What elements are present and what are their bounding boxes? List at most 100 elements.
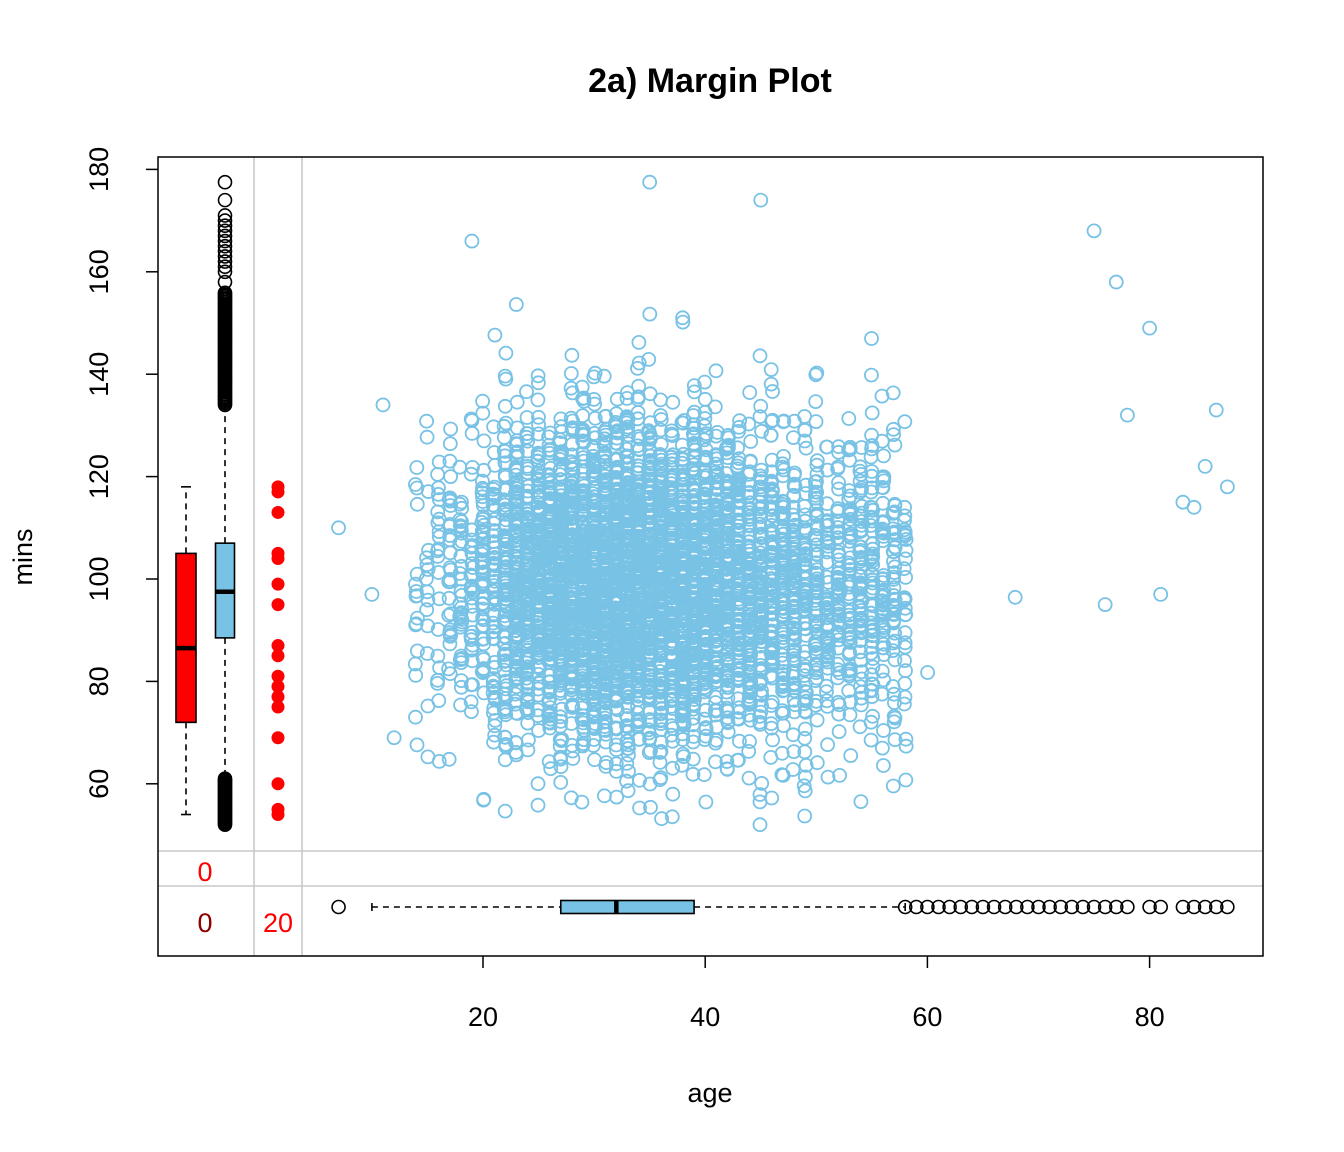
scatter-point: [620, 667, 636, 682]
scatter-point: [752, 597, 768, 613]
scatter-point: [641, 425, 656, 441]
scatter-point: [652, 745, 668, 760]
scatter-point: [519, 384, 534, 400]
scatter-point: [697, 638, 713, 654]
scatter-point: [631, 378, 646, 394]
scatter-point: [531, 417, 546, 433]
scatter-point: [420, 484, 436, 500]
scatter-point: [665, 394, 681, 410]
scatter-point: [463, 704, 479, 719]
scatter-point: [808, 589, 824, 604]
scatter-point: [632, 800, 647, 816]
scatter-point: [730, 471, 746, 487]
scatter-point: [842, 619, 858, 634]
scatter-point: [576, 681, 592, 697]
scatter-point: [587, 396, 602, 412]
scatter-point: [786, 744, 802, 759]
scatter-point: [864, 468, 880, 484]
scatter-point: [587, 707, 602, 722]
scatter-point: [787, 580, 803, 596]
scatter-point: [632, 772, 647, 788]
scatter-point: [553, 445, 569, 461]
scatter-point: [463, 411, 479, 427]
scatter-point: [630, 485, 645, 501]
scatter-point: [720, 438, 736, 454]
scatter-point: [608, 618, 624, 634]
scatter-point: [742, 734, 757, 749]
scatter-point: [687, 384, 702, 400]
scatter-point: [698, 721, 714, 737]
scatter-point: [742, 620, 757, 635]
scatter-point: [865, 536, 880, 552]
scatter-point: [785, 499, 801, 515]
scatter-point: [419, 557, 435, 573]
scatter-point: [764, 617, 780, 633]
scatter-point: [609, 702, 625, 718]
scatter-point: [798, 621, 814, 637]
scatter-point: [797, 433, 813, 449]
scatter-point: [808, 537, 824, 553]
scatter-point: [852, 524, 868, 540]
scatter-point: [498, 537, 513, 552]
scatter-point: [776, 604, 792, 620]
scatter-point: [553, 759, 569, 775]
scatter-point: [531, 409, 546, 425]
scatter-point: [408, 588, 424, 604]
scatter-point: [865, 708, 880, 724]
scatter-point: [419, 646, 435, 661]
scatter-point: [598, 681, 614, 697]
scatter-point: [765, 508, 781, 523]
scatter-point: [886, 686, 902, 702]
scatter-point: [697, 711, 712, 727]
scatter-point: [842, 505, 858, 521]
scatter-point: [498, 481, 514, 497]
scatter-point: [776, 413, 792, 429]
scatter-point: [797, 422, 813, 438]
scatter-point: [486, 419, 502, 435]
scatter-point: [498, 503, 514, 519]
scatter-point: [786, 476, 802, 492]
scatter-point: [896, 561, 912, 577]
scatter-point: [865, 622, 881, 638]
scatter-point: [509, 572, 524, 588]
scatter-point: [487, 327, 503, 343]
scatter-point: [530, 659, 546, 674]
y-axis-label: mins: [8, 528, 38, 585]
scatter-point: [631, 501, 646, 517]
scatter-point: [620, 685, 636, 701]
scatter-point: [464, 578, 480, 594]
scatter-point: [741, 416, 756, 432]
scatter-point: [409, 496, 425, 512]
scatter-point: [610, 423, 625, 439]
scatter-point: [820, 737, 835, 753]
scatter-point: [897, 696, 912, 712]
scatter-point: [898, 543, 914, 558]
scatter-point: [876, 620, 891, 635]
scatter-point: [453, 679, 469, 695]
scatter-point: [442, 574, 458, 589]
scatter-point: [409, 460, 425, 475]
scatter-point: [408, 709, 423, 725]
scatter-point: [508, 297, 524, 312]
scatter-point: [797, 783, 813, 799]
scatter-point: [785, 507, 801, 523]
scatter-point: [731, 752, 746, 768]
scatter-point: [408, 668, 424, 683]
scatter-point: [531, 375, 546, 391]
scatter-point: [643, 601, 659, 617]
scatter-point: [619, 390, 635, 406]
scatter-point: [487, 546, 503, 562]
scatter-point: [530, 797, 546, 813]
scatter-point: [454, 500, 470, 516]
scatter-point: [464, 522, 480, 538]
scatter-point: [898, 772, 914, 788]
scatter-point: [721, 430, 736, 446]
scatter-point: [519, 506, 535, 522]
scatter-point: [831, 481, 846, 497]
scatter-point: [552, 512, 568, 528]
scatter-point: [876, 522, 891, 538]
scatter-point: [897, 676, 913, 691]
scatter-point: [698, 794, 714, 810]
scatter-point: [475, 524, 491, 539]
scatter-point: [521, 512, 536, 527]
